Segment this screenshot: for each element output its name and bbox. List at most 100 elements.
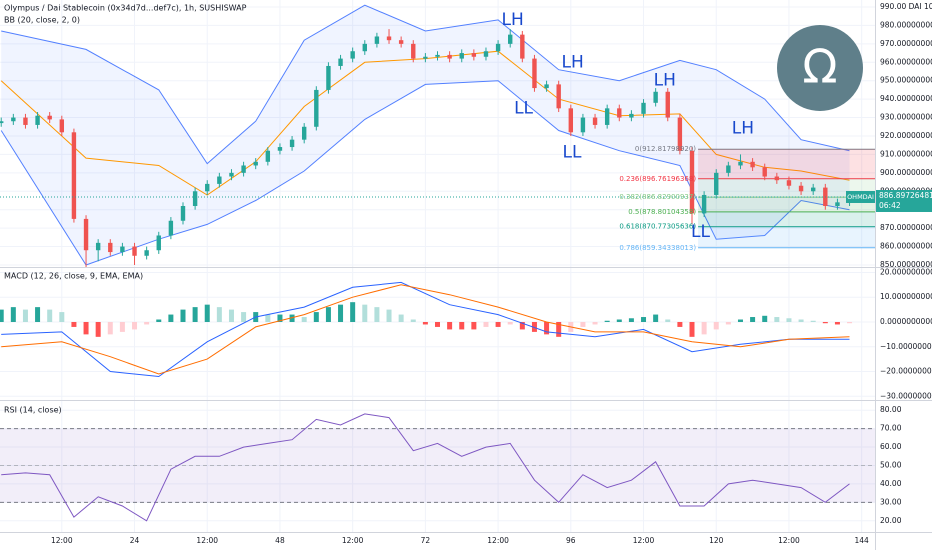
histogram-bar — [628, 318, 634, 322]
y-tick-label: 60.00 — [880, 442, 902, 451]
histogram-bar — [616, 319, 622, 322]
histogram-bar — [35, 307, 41, 322]
histogram-bar — [435, 321, 440, 327]
candle-body — [301, 126, 307, 140]
histogram-bar — [107, 321, 113, 335]
histogram-bar — [83, 321, 89, 335]
macd-line — [1, 281, 850, 378]
logo — [777, 25, 863, 111]
candle-body — [71, 132, 77, 219]
fib-zone — [698, 197, 875, 212]
histogram-bar — [216, 307, 222, 322]
candle-body — [314, 89, 319, 127]
histogram-bar — [192, 307, 198, 322]
candle-body — [726, 165, 731, 173]
y-tick-label: 950.0000000000 — [880, 76, 932, 85]
x-tick-label: 12:00 — [342, 536, 364, 545]
fib-label: 0.5(878.80104358) — [628, 208, 696, 216]
histogram-bar — [495, 321, 501, 327]
indicator-label: BB (20, close, 2, 0) — [4, 16, 80, 25]
candle-body — [241, 165, 246, 173]
candle-body — [398, 40, 404, 44]
histogram-bar — [834, 321, 840, 325]
candle-body — [205, 183, 210, 192]
candle-body — [471, 53, 477, 57]
candle-body — [447, 54, 452, 59]
x-tick-label: 12:00 — [778, 536, 800, 545]
bb-lower — [0, 80, 850, 266]
y-tick-label: 990.00 DAI 10000 — [880, 2, 932, 11]
symbol-tag — [846, 190, 875, 203]
candle-body — [265, 150, 271, 162]
histogram-bar — [95, 321, 101, 337]
candle-body — [532, 58, 537, 89]
candle-body — [495, 43, 501, 52]
candle-body — [556, 84, 561, 109]
fib-label: 0(912.81798920) — [635, 145, 696, 153]
candle-body — [229, 172, 234, 177]
histogram-bar — [277, 314, 283, 322]
candle-body — [762, 167, 767, 177]
histogram-bar — [132, 321, 138, 330]
candle-body — [0, 121, 4, 124]
annotation: LL — [514, 98, 533, 118]
candle-body — [180, 206, 186, 221]
histogram-bar — [847, 321, 853, 324]
x-tick-label: 96 — [566, 536, 576, 545]
candle-body — [653, 91, 658, 103]
histogram-bar — [762, 315, 768, 322]
annotation: LH — [502, 10, 524, 30]
histogram-bar — [22, 309, 28, 322]
y-tick-label: 20.0000000000 — [880, 267, 932, 276]
candle-body — [326, 65, 331, 90]
candle-body — [483, 51, 489, 57]
fib-zone — [698, 211, 875, 227]
candle-body — [520, 34, 525, 59]
symbol-label: OHMDAI — [847, 193, 874, 201]
price-label: 886.8972648129 — [879, 191, 932, 200]
candle-body — [774, 176, 780, 181]
candle-body — [423, 56, 428, 59]
y-tick-label: 910.0000000000 — [880, 149, 932, 158]
signal-line — [1, 284, 850, 375]
histogram-bar — [59, 312, 65, 322]
histogram-bar — [386, 309, 392, 322]
bb-fill — [1, 5, 850, 265]
y-tick-label: 850.0000000000 — [880, 260, 932, 269]
y-tick-label: 20.00 — [880, 516, 902, 525]
x-tick-label: 120 — [709, 536, 724, 545]
candle-body — [217, 176, 222, 184]
histogram-bar — [301, 317, 307, 322]
rsi-pane — [0, 401, 875, 532]
histogram-bar — [447, 321, 453, 330]
candle-body — [120, 246, 125, 253]
price-tag — [876, 189, 932, 212]
histogram-bar — [350, 302, 356, 322]
histogram-bar — [325, 307, 331, 322]
histogram-bar — [228, 309, 234, 322]
annotation: LH — [654, 71, 676, 91]
macd-pane — [0, 268, 875, 400]
candle-body — [23, 117, 28, 125]
y-tick-label: 70.00 — [880, 424, 902, 433]
x-tick-label: 12:00 — [51, 536, 73, 545]
candle-body — [544, 84, 549, 89]
candle-body — [738, 161, 743, 166]
histogram-bar — [241, 312, 247, 322]
y-tick-label: 920.0000000000 — [880, 131, 932, 140]
candle-body — [132, 246, 137, 256]
candle-body — [641, 102, 646, 114]
fib-zone — [698, 226, 875, 248]
histogram-bar — [180, 309, 186, 322]
candle-body — [786, 180, 792, 186]
candle-body — [289, 139, 295, 148]
annotation: LH — [561, 52, 583, 72]
candle-body — [629, 113, 634, 118]
candle-body — [83, 218, 89, 251]
histogram-bar — [398, 314, 404, 322]
histogram-bar — [653, 314, 659, 322]
fib-label: 0.786(859.34338013) — [619, 244, 696, 252]
histogram-bar — [604, 320, 610, 322]
